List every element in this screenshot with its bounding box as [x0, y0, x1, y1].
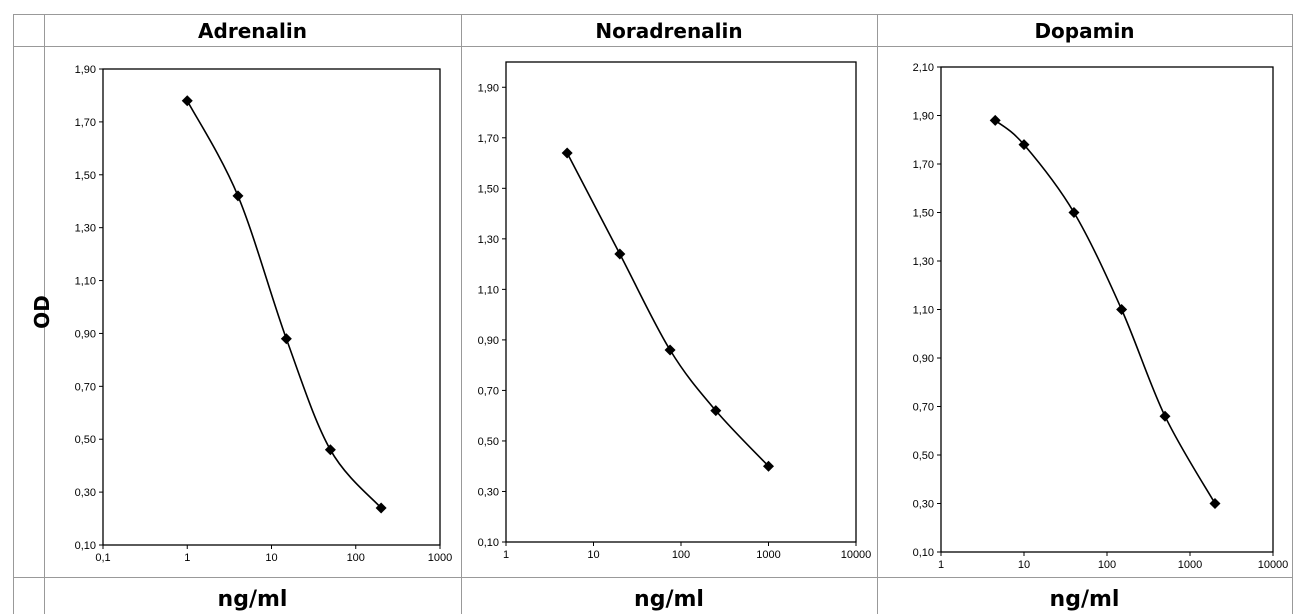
x-axis-label-noradrenalin: ng/ml: [634, 587, 704, 612]
y-tick-label: 1,10: [913, 305, 934, 317]
data-point: [664, 344, 676, 356]
y-tick-label: 0,30: [913, 499, 934, 511]
y-tick-label: 0,10: [478, 537, 499, 549]
y-tick-label: 0,10: [913, 547, 934, 559]
data-point: [232, 190, 244, 202]
y-tick-label: 0,70: [75, 381, 96, 393]
data-point: [1209, 498, 1221, 509]
table-border-right: [1292, 14, 1293, 614]
y-tick-label: 1,30: [913, 256, 934, 268]
data-point: [1068, 207, 1080, 218]
data-point: [763, 460, 774, 472]
y-tick-label: 0,30: [478, 486, 499, 498]
data-point: [1116, 304, 1128, 315]
data-point: [1159, 410, 1171, 422]
table-border-col-1: [461, 14, 462, 614]
y-tick-label: 1,50: [75, 170, 96, 182]
y-tick-label: 0,90: [478, 335, 499, 347]
y-tick-label: 0,30: [75, 487, 96, 499]
y-tick-label: 1,90: [75, 64, 96, 76]
y-tick-label: 1,10: [75, 276, 96, 288]
chart-adrenalin: 0,10 0,30 0,50 0,70 0,90 1,10 1,30 1,50 1,70 1,90…: [75, 64, 453, 564]
chart-title-adrenalin: Adrenalin: [198, 19, 307, 43]
data-point: [1018, 139, 1030, 151]
y-tick-label: 1,50: [913, 208, 934, 220]
y-tick-label: 1,90: [913, 111, 934, 123]
plot-frame: [505, 61, 857, 543]
x-axis-label-dopamin: ng/ml: [1049, 587, 1120, 612]
x-tick-label: 1000: [756, 549, 780, 561]
x-tick-label: 1000: [428, 552, 452, 564]
data-point: [280, 333, 292, 345]
series-line: [566, 152, 770, 467]
table-border-charts-bottom: [13, 577, 1293, 578]
data-point: [375, 502, 387, 514]
x-tick-label: 0,1: [95, 552, 110, 564]
x-tick-label: 10: [265, 552, 277, 564]
table-border-label-col: [44, 14, 45, 614]
y-tick-label: 1,30: [75, 223, 96, 235]
data-point: [710, 405, 722, 417]
x-tick-label: 10000: [841, 549, 872, 561]
table-border-col-2: [877, 14, 878, 614]
chart-dopamin: 0,10 0,30 0,50 0,70 0,90 1,10 1,30 1,50 1,70 1,90…: [913, 62, 1289, 571]
y-tick-label: 1,30: [478, 234, 499, 246]
x-tick-label: 10: [1018, 559, 1030, 571]
x-tick-label: 10000: [1258, 559, 1289, 571]
chart-title-dopamin: Dopamin: [1034, 19, 1135, 43]
series-line: [186, 100, 382, 509]
y-tick-label: 0,50: [478, 436, 499, 448]
x-tick-label: 10: [587, 549, 599, 561]
table-border-top: [13, 14, 1293, 15]
y-tick-label: 0,70: [478, 385, 499, 397]
data-point: [989, 114, 1001, 126]
x-tick-label: 100: [672, 549, 690, 561]
x-tick-label: 1000: [1178, 559, 1202, 571]
x-axis-label-adrenalin: ng/ml: [217, 587, 288, 612]
data-point: [561, 147, 573, 159]
y-tick-label: 0,70: [913, 402, 934, 414]
y-tick-label: 0,90: [913, 353, 934, 365]
data-point: [614, 248, 626, 260]
series-line: [994, 119, 1216, 504]
table-border-header-bottom: [13, 46, 1293, 47]
y-tick-label: 0,90: [75, 328, 96, 340]
data-point: [324, 444, 336, 456]
x-tick-label: 1: [938, 559, 944, 571]
x-tick-label: 1: [184, 552, 190, 564]
y-tick-label: 0,50: [913, 450, 934, 462]
x-tick-label: 100: [1098, 559, 1116, 571]
x-tick-label: 100: [347, 552, 365, 564]
plot-frame: [940, 66, 1274, 553]
chart-noradrenalin: 0,10 0,30 0,50 0,70 0,90 1,10 1,30 1,50 1,70 1,90…: [478, 61, 872, 561]
y-tick-label: 0,10: [75, 540, 96, 552]
y-tick-label: 1,70: [75, 117, 96, 129]
y-tick-label: 1,10: [478, 284, 499, 296]
y-tick-label: 1,50: [478, 183, 499, 195]
y-tick-label: 1,70: [478, 133, 499, 145]
table-border-left: [13, 14, 14, 614]
y-tick-label: 1,70: [913, 159, 934, 171]
x-tick-label: 1: [503, 549, 509, 561]
plot-frame: [102, 68, 441, 546]
y-tick-label: 2,10: [913, 62, 934, 74]
y-tick-label: 0,50: [75, 434, 96, 446]
data-point: [181, 95, 193, 107]
chart-title-noradrenalin: Noradrenalin: [595, 19, 743, 43]
y-tick-label: 1,90: [478, 82, 499, 94]
